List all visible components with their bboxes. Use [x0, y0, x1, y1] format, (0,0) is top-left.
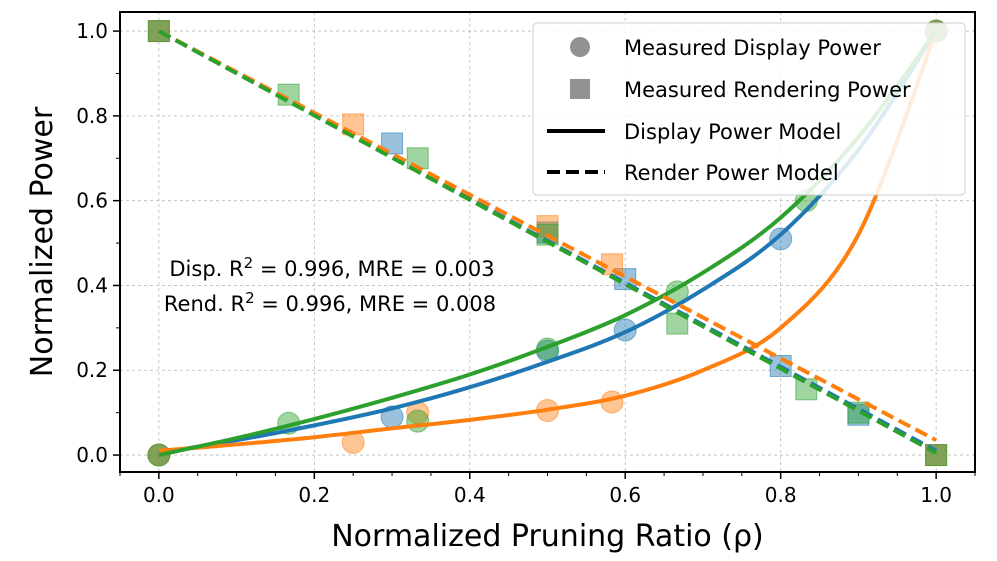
legend-circle-marker-shape	[570, 37, 590, 57]
x-tick-label: 0.0	[143, 483, 175, 507]
display-fit-annotation: Disp. R2 = 0.996, MRE = 0.003	[169, 254, 494, 281]
display-power-point	[769, 227, 793, 251]
legend-label-display-model: Display Power Model	[624, 120, 841, 144]
render-fit-prefix: Rend. R	[164, 292, 245, 316]
x-axis-label: Normalized Pruning Ratio (ρ)	[331, 519, 764, 554]
y-tick-label: 0.4	[76, 273, 108, 297]
render-power-point	[795, 378, 818, 401]
legend: Measured Display Power Measured Renderin…	[532, 22, 966, 196]
y-tick-label: 0.6	[76, 189, 108, 213]
render-fit-annotation: Rend. R2 = 0.996, MRE = 0.008	[164, 289, 496, 316]
legend-circle-marker	[570, 37, 590, 57]
display-fit-sup: 2	[244, 254, 254, 272]
render-power-point	[147, 20, 170, 43]
display-power-model-line	[158, 30, 939, 453]
render-power-model-line	[157, 29, 938, 442]
legend-square-marker	[570, 79, 590, 99]
legend-label-measured-display: Measured Display Power	[624, 36, 881, 60]
render-power-model-line	[157, 29, 938, 455]
x-tick-label: 0.8	[765, 483, 797, 507]
axis-ticks: 0.0 0.2 0.4 0.6 0.8 1.0 0.0 0.2 0.4 0.6 0.8 1.0	[76, 19, 976, 507]
legend-square-marker-shape	[570, 79, 590, 99]
plot-frame	[119, 11, 976, 473]
fit-annotations: Disp. R2 = 0.996, MRE = 0.003 Rend. R2 =…	[164, 254, 496, 316]
y-tick-label: 0.0	[76, 443, 108, 467]
display-fit-suffix: = 0.996, MRE = 0.003	[253, 257, 494, 281]
legend-box	[532, 22, 966, 196]
x-tick-label: 0.4	[454, 483, 486, 507]
y-axis-label: Normalized Power	[25, 106, 60, 377]
x-tick-label: 0.2	[298, 483, 330, 507]
x-tick-label: 1.0	[920, 483, 952, 507]
y-tick-label: 1.0	[76, 19, 108, 43]
render-power-point	[381, 132, 404, 155]
legend-label-render-model: Render Power Model	[624, 161, 839, 185]
y-tick-label: 0.2	[76, 358, 108, 382]
plot-area	[147, 19, 948, 467]
y-tick-label: 0.8	[76, 104, 108, 128]
x-tick-label: 0.6	[609, 483, 641, 507]
render-fit-suffix: = 0.996, MRE = 0.008	[255, 292, 496, 316]
render-fit-sup: 2	[245, 289, 255, 307]
display-fit-prefix: Disp. R	[169, 257, 243, 281]
display-power-point	[406, 409, 430, 433]
legend-label-measured-rendering: Measured Rendering Power	[624, 78, 911, 102]
